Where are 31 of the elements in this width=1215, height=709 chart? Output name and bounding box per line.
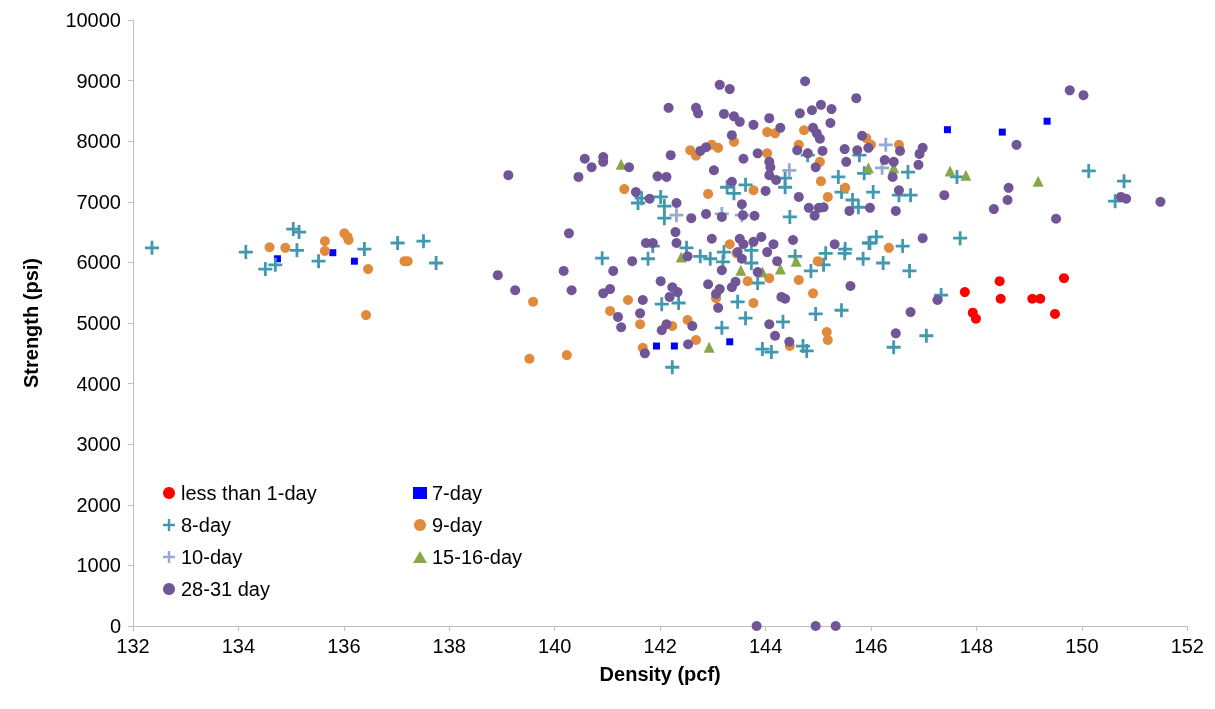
y-tick-label: 1000 (76, 554, 121, 577)
y-tick-label: 0 (109, 615, 121, 637)
y-tick-label: 9000 (76, 69, 121, 92)
legend-label: 9-day (432, 514, 483, 536)
y-tick-label: 10000 (65, 9, 121, 31)
legend-label: 10-day (181, 546, 243, 568)
x-tick-label: 132 (116, 635, 150, 657)
x-tick-label: 138 (432, 635, 466, 657)
y-axis-title: Strength (psi) (20, 258, 42, 388)
legend-label: 15-16-day (432, 546, 523, 568)
x-tick-label: 148 (959, 635, 994, 657)
y-tick-label: 7000 (76, 190, 121, 213)
legend-label: less than 1-day (181, 482, 317, 504)
legend-label: 8-day (181, 514, 232, 536)
x-tick-label: 144 (748, 635, 783, 657)
x-axis-title: Density (pcf) (599, 663, 721, 685)
legend-label: 7-day (432, 482, 483, 504)
x-tick-label: 136 (327, 635, 361, 657)
x-tick-label: 134 (221, 635, 256, 657)
x-tick-label: 142 (643, 635, 677, 657)
y-tick-label: 6000 (76, 251, 121, 274)
legend-label: 28-31 day (181, 578, 270, 600)
x-tick-label: 140 (538, 635, 572, 657)
x-tick-label: 152 (1170, 635, 1204, 657)
y-tick-label: 4000 (76, 372, 121, 395)
y-tick-label: 2000 (76, 493, 121, 516)
x-tick-label: 150 (1065, 635, 1099, 657)
y-tick-label: 3000 (76, 433, 121, 456)
y-tick-label: 8000 (76, 130, 121, 153)
x-tick-label: 146 (854, 635, 888, 657)
y-tick-label: 5000 (76, 312, 121, 334)
